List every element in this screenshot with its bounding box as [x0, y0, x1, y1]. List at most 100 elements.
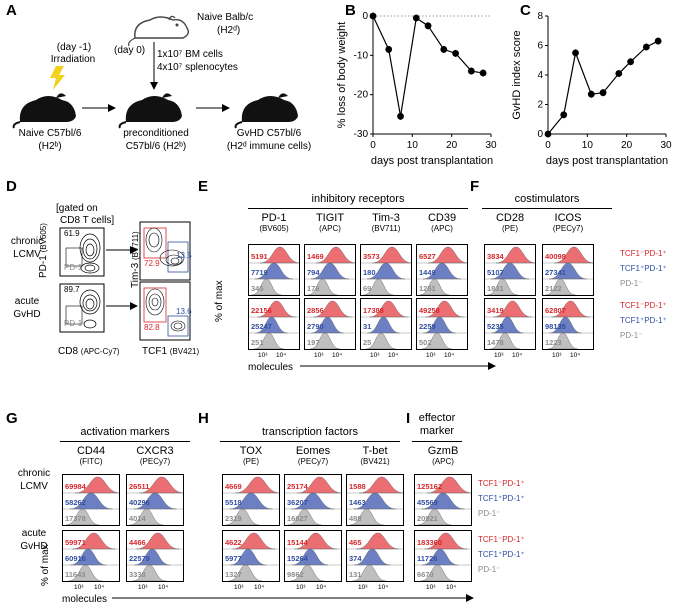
f1-gvhd-peak-blue	[549, 316, 582, 334]
chart-c: 0 2 4 6 8 0 10 20 30 days post transplantation GvH…	[511, 11, 672, 167]
naive-c57-mouse-icon	[12, 93, 76, 129]
e-group-title: inhibitory receptors	[311, 193, 405, 205]
g-row1-label-2: LCMV	[20, 481, 48, 492]
cd8-axis-label: CD8 (APC-Cy7)	[58, 346, 119, 357]
legend-red-2: TCF1⁻PD-1⁺	[478, 535, 525, 544]
h0-lcmv-peak-red	[235, 476, 279, 494]
h0-gvhd-mfi-blue: 5977	[225, 554, 242, 563]
panel-i-letter: I	[406, 410, 411, 427]
gate-arrow-1	[106, 246, 138, 254]
molecules-arrow-head-0	[488, 362, 496, 370]
h0-gvhd-peak-blue	[230, 548, 267, 566]
g0-gvhd-mfi-blue: 60916	[65, 554, 86, 563]
panel-f-letter: F	[470, 178, 480, 195]
e0-gvhd-mfi-gray: 251	[251, 338, 264, 347]
g0-marker-fluor: (FITC)	[79, 457, 103, 466]
naive-c57-haplotype: (H2ᵇ)	[38, 141, 62, 152]
h2-gvhd-peak-blue	[354, 548, 391, 566]
f0-gvhd-mfi-blue: 5235	[487, 322, 504, 331]
e2-gvhd-mfi-red: 17388	[363, 306, 384, 315]
panel-d-letter: D	[6, 178, 17, 195]
day0-label: (day 0)	[114, 45, 146, 56]
i0-tick-hi: 10⁴	[446, 584, 457, 591]
i0-marker-name: GzmB	[427, 445, 459, 457]
tcf1-axis-name: TCF1	[142, 346, 167, 357]
f1-gvhd-mfi-red: 62807	[545, 306, 566, 315]
g0-tick-hi: 10⁴	[94, 584, 105, 591]
panel-a-letter: A	[6, 2, 17, 19]
g1-tick-hi: 10⁴	[158, 584, 169, 591]
f0-gvhd-peak-red	[493, 300, 532, 318]
h2-gvhd-peak-red	[356, 532, 400, 550]
h1-gvhd-mfi-gray: 9862	[287, 570, 304, 579]
f1-gvhd-histogram: 62807 98135 1223	[542, 298, 594, 350]
g-group-line	[60, 441, 190, 442]
preconditioned-mouse-icon	[118, 93, 182, 129]
h0-tick-lo: 10³	[234, 584, 244, 591]
gvhd-blue-pct: 13.6	[176, 307, 192, 316]
g0-lcmv-mfi-red: 69984	[65, 482, 86, 491]
h0-gvhd-peak-red	[232, 532, 276, 550]
flow-plot-lcmv-pd1	[59, 227, 105, 277]
cd8-axis-fluor: (APC-Cy7)	[80, 347, 120, 356]
e3-lcmv-histogram: 6527 1449 1251	[416, 244, 468, 296]
b-xtick-label: 0	[370, 140, 376, 151]
c-xtick-label: 20	[621, 140, 633, 151]
arrow-2	[196, 104, 230, 112]
arrow-1	[82, 104, 116, 112]
h1-gvhd-mfi-red: 15144	[287, 538, 308, 547]
h0-gvhd-mfi-gray: 1327	[225, 570, 242, 579]
g1-marker-name: CXCR3	[136, 445, 174, 457]
bottom-pct-max: % of max	[40, 544, 51, 586]
h2-gvhd-mfi-red: 465	[349, 538, 362, 547]
f0-gvhd-histogram: 3419 5235 1478	[484, 298, 536, 350]
i0-lcmv-mfi-gray: 20921	[417, 514, 438, 523]
legend-red-1: TCF1⁻PD-1⁺	[478, 479, 525, 488]
e2-lcmv-mfi-red: 3573	[363, 252, 380, 261]
e3-gvhd-histogram: 49258 2259 502	[416, 298, 468, 350]
gvhd-mouse-label-2: (H2ᵈ immune cells)	[226, 141, 312, 152]
pd1-axis-name: PD-1	[38, 255, 49, 278]
f1-gvhd-peak-gray	[547, 332, 579, 349]
c-point	[642, 43, 650, 51]
e3-tick-lo: 10³	[426, 352, 436, 359]
e2-lcmv-peak-blue	[366, 262, 406, 280]
b-xtick-label: 30	[485, 140, 497, 151]
f-group-title: costimulators	[514, 193, 580, 205]
h0-lcmv-mfi-red: 4669	[225, 482, 242, 491]
flow-plot-gvhd-pd1	[59, 283, 105, 333]
f1-lcmv-mfi-red: 40098	[545, 252, 566, 261]
h2-lcmv-mfi-gray: 488	[349, 514, 362, 523]
g0-gvhd-mfi-red: 59971	[65, 538, 86, 547]
h0-lcmv-mfi-gray: 2319	[225, 514, 242, 523]
e1-gvhd-histogram: 2856 2790 197	[304, 298, 356, 350]
gvhd-pd1-pos-pct: 89.7	[64, 285, 80, 294]
c-ytick-label: 6	[537, 41, 543, 52]
h0-gvhd-histogram: 4622 5977 1327	[222, 530, 280, 582]
c-xtick-label: 30	[660, 140, 672, 151]
e1-gvhd-peak-red	[313, 300, 352, 318]
g1-gvhd-mfi-blue: 22579	[129, 554, 150, 563]
flow-plot-lcmv-tim3	[139, 221, 191, 281]
h2-lcmv-peak-blue	[353, 492, 397, 510]
e1-marker-name: TIGIT	[315, 212, 345, 224]
g1-lcmv-mfi-gray: 4014	[129, 514, 146, 523]
e1-lcmv-peak-blue	[310, 262, 350, 280]
gvhd-pd1-neg-label: PD-1⁻	[64, 319, 87, 328]
legend-blue-1: TCF1⁺PD-1⁺	[620, 264, 667, 273]
lightning-icon	[50, 66, 65, 90]
e2-marker-name: Tim-3	[372, 212, 400, 224]
f0-gvhd-mfi-gray: 1478	[487, 338, 504, 347]
naive-balbc-label: Naive Balb/c	[197, 12, 254, 23]
f0-lcmv-mfi-blue: 5107	[487, 268, 504, 277]
f1-lcmv-peak-gray	[545, 278, 576, 295]
top-pct-max: % of max	[214, 280, 225, 322]
i0-gvhd-mfi-gray: 6670	[417, 570, 434, 579]
i0-gvhd-peak-gray	[420, 564, 455, 581]
e3-marker-fluor: (APC)	[431, 224, 453, 233]
i0-gvhd-mfi-blue: 11726	[417, 554, 438, 563]
f0-gvhd-peak-gray	[489, 332, 521, 349]
e3-tick-hi: 10⁴	[444, 352, 455, 359]
g0-gvhd-mfi-gray: 11643	[65, 570, 86, 579]
g1-gvhd-mfi-gray: 3338	[129, 570, 146, 579]
